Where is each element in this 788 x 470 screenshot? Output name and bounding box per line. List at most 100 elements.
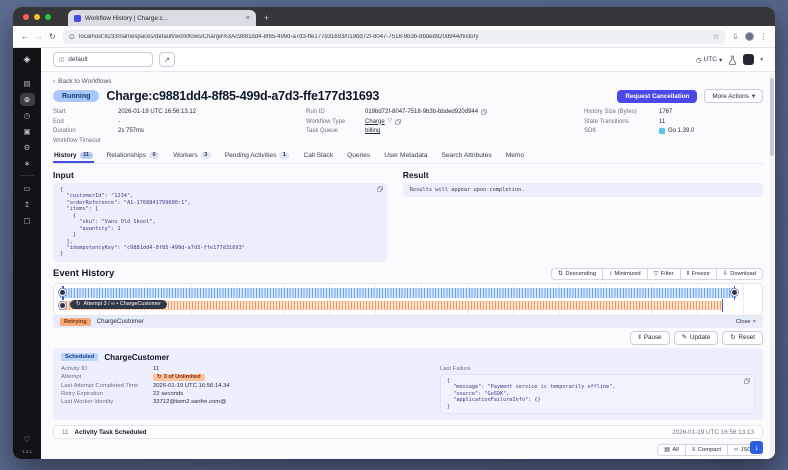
download-button[interactable]: ⇩ Download	[715, 267, 763, 280]
code-line: "sku": "Vans Old Skool",	[60, 219, 156, 226]
tab-workers[interactable]: Workers 3	[172, 150, 212, 163]
timeline-tooltip: ↻ Attempt 3 / ∞ • ChargeCustomer	[70, 299, 167, 309]
nav-workflows-icon[interactable]: ▤	[23, 78, 31, 88]
nav-labs-icon[interactable]: ∗	[23, 158, 31, 168]
nav-version: 1.4.1	[21, 449, 32, 454]
nav-archival-icon[interactable]: ▭	[23, 183, 31, 193]
event-timeline[interactable]: ↻ Attempt 3 / ∞ • ChargeCustomer	[53, 282, 763, 316]
freeze-button[interactable]: ‖ Freeze	[679, 267, 717, 280]
reset-icon: ↻	[730, 334, 736, 342]
profile-avatar[interactable]	[744, 32, 754, 41]
view-toggle: ▤ All ≡ Compact ‹› JSON	[657, 444, 763, 457]
filter-icon[interactable]: ▽	[387, 117, 392, 124]
download-icon[interactable]: ⇩	[732, 31, 739, 41]
new-tab-button[interactable]: +	[264, 13, 270, 23]
activity-actions: ‖ Pause ✎ Update ↻ Reset	[53, 330, 763, 345]
labs-flask-icon[interactable]	[728, 55, 737, 65]
filter-button[interactable]: ▽ Filter	[646, 267, 681, 280]
view-all-button[interactable]: ▤ All	[657, 444, 686, 457]
color-scheme-toggle[interactable]	[743, 54, 755, 65]
state-transitions: 11	[659, 118, 666, 125]
task-queue-link[interactable]: billing	[365, 128, 381, 135]
back-icon[interactable]: ←	[21, 31, 29, 41]
scheme-chevron-icon[interactable]: ▾	[760, 56, 763, 63]
more-actions-button[interactable]: More Actions ▾	[704, 89, 763, 103]
temporal-logo-icon[interactable]: ◈	[23, 54, 31, 64]
sort-icon: ⇅	[557, 270, 563, 277]
tab-history[interactable]: History 11	[53, 150, 94, 163]
tab-user-metadata[interactable]: User Metadata	[384, 151, 428, 159]
main-area: ◫ default ↗ ◷ UTC ▾ ▾ ‹	[41, 48, 775, 459]
nav-batch-icon[interactable]: ▣	[23, 126, 31, 136]
download-icon: ⇩	[722, 270, 728, 277]
compact-view-icon: ≡	[691, 447, 696, 454]
view-compact-button[interactable]: ≡ Compact	[684, 444, 729, 457]
activity-start-marker[interactable]	[59, 301, 66, 309]
copy-icon[interactable]	[744, 377, 750, 384]
workflow-type-link[interactable]: Charge	[365, 118, 385, 125]
forward-icon[interactable]: →	[35, 31, 43, 41]
code-line: }	[446, 403, 450, 410]
tab-call-stack[interactable]: Call Stack	[303, 151, 334, 159]
pause-button[interactable]: ‖ Pause	[630, 330, 670, 345]
reload-icon[interactable]: ↻	[49, 31, 56, 41]
close-tab-icon[interactable]: ×	[245, 14, 250, 22]
json-view-icon: ‹›	[734, 447, 739, 454]
copy-icon[interactable]	[481, 109, 488, 115]
copy-icon[interactable]	[394, 118, 401, 125]
input-heading: Input	[53, 169, 74, 180]
feedback-heart-icon[interactable]: ♡	[23, 434, 31, 444]
minimize-window-button[interactable]	[34, 13, 40, 20]
clock-icon: ◷	[695, 56, 702, 64]
minimize-icon: ↕	[609, 270, 613, 277]
tab-pending-activities[interactable]: Pending Activities 1	[224, 150, 291, 163]
zoom-window-button[interactable]	[45, 13, 51, 20]
nav-history-icon[interactable]: ◷	[23, 110, 31, 120]
address-bar[interactable]: ⊙ localhost:8233/namespaces/default/work…	[61, 29, 727, 44]
bookmark-star-icon[interactable]: ☆	[712, 31, 720, 41]
site-info-icon[interactable]: ⊙	[68, 31, 75, 41]
browser-tab[interactable]: Workflow History | Charge:c... ×	[68, 10, 256, 26]
page-scrollbar[interactable]	[770, 74, 774, 455]
reset-button[interactable]: ↻ Reset	[722, 330, 763, 345]
activity-retry-band[interactable]	[60, 300, 722, 310]
tab-memo[interactable]: Memo	[505, 151, 525, 159]
sdk-version: Go 1.39.0	[668, 128, 695, 135]
pause-icon: ‖	[638, 334, 641, 342]
descending-button[interactable]: ⇅ Descending	[550, 267, 604, 280]
code-line: "source": "GoSDK",	[446, 390, 510, 397]
minimized-button[interactable]: ↕ Minimized	[602, 267, 648, 280]
tab-queries[interactable]: Queries	[347, 151, 371, 159]
nav-settings-icon[interactable]: ⚙	[23, 142, 31, 152]
tab-search-attributes[interactable]: Search Attributes	[441, 151, 492, 159]
browser-menu-icon[interactable]: ⋮	[759, 31, 768, 41]
scroll-down-button[interactable]: ↓	[750, 441, 763, 454]
scrollbar-thumb[interactable]	[770, 78, 774, 156]
timeline-end-marker[interactable]	[731, 289, 738, 297]
code-line: "applicationFailureInfo": {}	[446, 397, 541, 404]
open-namespace-button[interactable]: ↗	[159, 52, 175, 67]
workflow-timeline-band[interactable]	[60, 287, 736, 298]
code-line: }	[60, 232, 76, 239]
request-cancellation-button[interactable]: Request Cancellation	[617, 89, 698, 103]
close-retry-bar-button[interactable]: Close ×	[735, 318, 756, 325]
nav-import-icon[interactable]: ↥	[23, 199, 31, 209]
close-window-button[interactable]	[23, 13, 29, 20]
event-group-row[interactable]: 11 Activity Task Scheduled 2026-01-19 UT…	[53, 425, 763, 440]
update-button[interactable]: ✎ Update	[673, 330, 719, 345]
timezone-selector[interactable]: ◷ UTC ▾	[696, 56, 722, 64]
nav-schedules-icon[interactable]: ⊚	[19, 92, 35, 106]
go-sdk-icon	[659, 128, 665, 135]
namespace-selector[interactable]: ◫ default	[53, 52, 153, 67]
code-line: "customerId": "1234",	[60, 193, 134, 200]
breadcrumb[interactable]: ‹ Back to Workflows	[53, 78, 763, 85]
nav-codec-icon[interactable]: ▢	[23, 215, 31, 225]
url-text[interactable]: localhost:8233/namespaces/default/workfl…	[79, 33, 479, 40]
workflow-details: Start 2026-01-19 UTC 16:56:13.12 End - Dur…	[53, 109, 695, 144]
top-bar: ◫ default ↗ ◷ UTC ▾ ▾	[41, 48, 775, 72]
tab-relationships[interactable]: Relationships 0	[106, 150, 161, 163]
close-icon: ×	[752, 318, 756, 325]
copy-icon[interactable]	[376, 185, 383, 192]
timeline-start-marker[interactable]	[59, 289, 66, 297]
browser-tab-strip: Workflow History | Charge:c... × +	[13, 7, 775, 26]
